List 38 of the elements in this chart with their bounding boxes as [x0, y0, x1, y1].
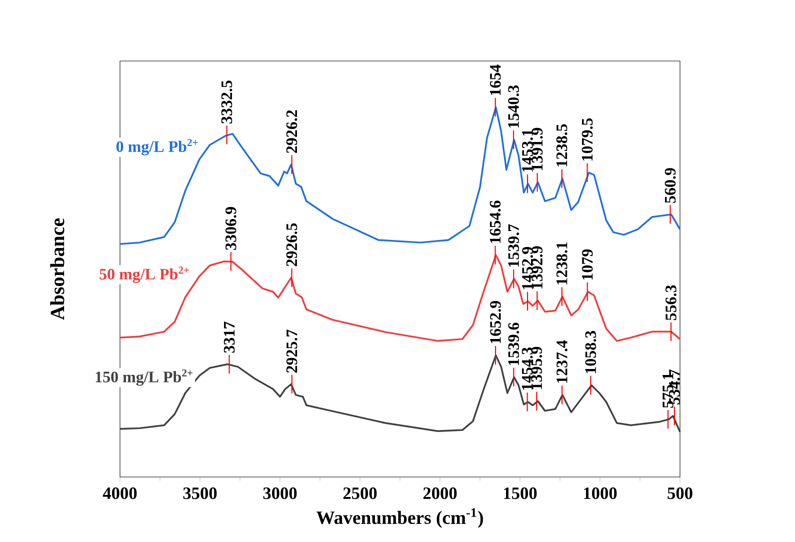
annotation: 1539.6 [508, 322, 520, 365]
annotation: 1237.4 [556, 340, 568, 383]
annotation: 1652.9 [490, 300, 501, 344]
series-label: 50 mg/L Pb$^{2+}$ [100, 266, 190, 283]
x-axis-title: Wavenumbers (cm$^{-1}$) [316, 508, 483, 528]
x-tick-label: 500 [668, 487, 692, 500]
annotation: 2926.5 [286, 223, 298, 266]
annotation: 1453.1 [522, 130, 533, 172]
annotation: 3332.5 [221, 80, 232, 124]
annotation: 1452.9 [522, 246, 533, 290]
annotation: 1454.3 [522, 348, 533, 390]
annotation: 1079 [582, 249, 593, 280]
annotation: 1079.5 [582, 118, 593, 160]
annotation: 3306.9 [225, 207, 236, 250]
series-label: 150 mg/L Pb$^{2+}$ [96, 369, 193, 386]
annotation: 3317 [224, 322, 235, 353]
series-label: 0 mg/L Pb$^{2+}$ [116, 138, 198, 156]
annotation: 1391.9 [532, 128, 543, 170]
annotation: 1238.1 [556, 242, 568, 284]
annotation: 1540.3 [508, 85, 519, 128]
annotation: 1392.9 [532, 246, 543, 288]
x-tick-label: 2500 [343, 487, 377, 500]
x-tick-label: 2000 [423, 487, 457, 500]
annotation: 2926.2 [286, 110, 298, 153]
y-axis-title: Absorbance [50, 218, 64, 320]
x-tick-label: 4000 [102, 487, 137, 500]
annotation: 1654.6 [490, 200, 501, 243]
annotation: 2925.7 [286, 330, 298, 373]
annotation: 556.3 [666, 285, 676, 320]
x-tick-label: 1500 [504, 487, 537, 500]
annotation: 1654 [490, 64, 501, 96]
annotation: 1238.5 [556, 124, 568, 166]
x-tick-label: 3500 [183, 487, 217, 500]
annotation: 1539.7 [508, 224, 520, 267]
x-tick-label: 3000 [263, 487, 297, 500]
annotation: 1058.3 [585, 330, 596, 374]
annotation: 560.9 [664, 168, 676, 203]
x-tick-label: 1000 [584, 487, 617, 500]
